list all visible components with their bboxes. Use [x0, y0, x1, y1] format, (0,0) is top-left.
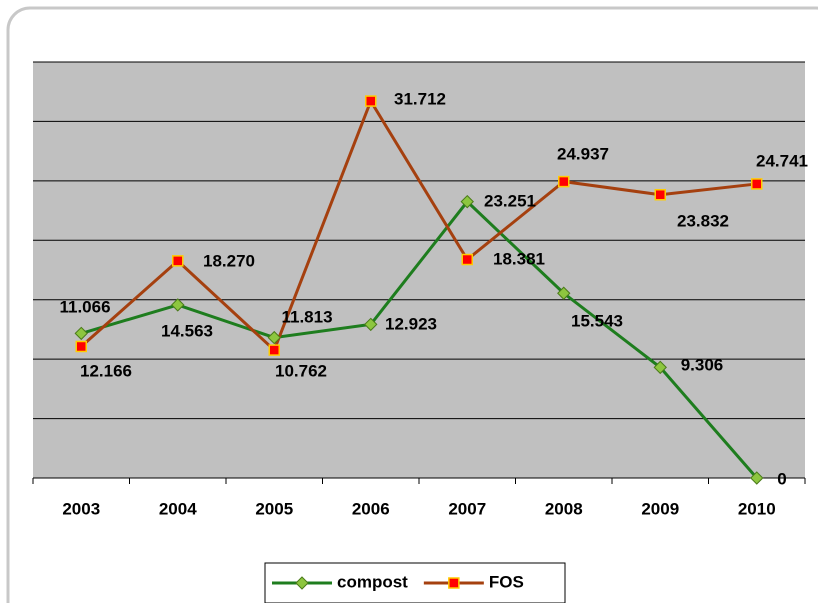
- data-label: 15.543: [571, 311, 623, 330]
- marker: [558, 175, 570, 188]
- marker: [364, 317, 378, 332]
- data-label: 24.937: [557, 144, 609, 163]
- x-tick-label: 2004: [159, 499, 197, 518]
- marker: [268, 344, 280, 356]
- data-label: 23.251: [484, 191, 536, 210]
- data-label: 9.306: [681, 355, 724, 374]
- x-tick-label: 2006: [352, 499, 390, 518]
- legend-item: FOS: [423, 572, 524, 591]
- data-label: 23.832: [677, 211, 729, 230]
- marker: [461, 253, 473, 266]
- marker: [557, 286, 571, 300]
- marker: [74, 326, 88, 341]
- data-label: 11.813: [281, 307, 332, 326]
- data-label: 18.381: [493, 249, 545, 268]
- x-tick-label: 2008: [545, 499, 583, 518]
- series-line: [80, 97, 757, 353]
- legend-label: FOS: [489, 572, 524, 591]
- marker: [75, 340, 87, 353]
- marker: [172, 255, 184, 267]
- legend-label: compost: [337, 572, 408, 591]
- marker: [171, 298, 185, 312]
- marker: [653, 360, 667, 375]
- x-tick-label: 2010: [738, 499, 776, 518]
- x-tick-label: 2007: [448, 499, 486, 518]
- data-label: 0: [777, 469, 786, 488]
- marker: [267, 330, 281, 345]
- marker: [750, 471, 764, 485]
- data-label: 12.923: [385, 314, 437, 333]
- plot-area: [33, 62, 805, 478]
- data-label: 24.741: [756, 151, 808, 170]
- data-label: 18.270: [203, 251, 255, 270]
- data-label: 11.066: [59, 297, 110, 316]
- data-label: 12.166: [80, 361, 132, 380]
- x-tick-label: 2009: [641, 499, 679, 518]
- data-label: 10.762: [275, 361, 327, 380]
- marker: [654, 188, 666, 201]
- data-label: 14.563: [161, 321, 213, 340]
- x-tick-label: 2005: [255, 499, 293, 518]
- series-line: [80, 199, 758, 479]
- marker: [751, 178, 763, 190]
- x-tick-label: 2003: [62, 499, 100, 518]
- marker: [448, 577, 460, 589]
- data-label: 31.712: [394, 89, 446, 108]
- marker: [365, 95, 377, 107]
- marker: [460, 194, 474, 209]
- legend-item: compost: [272, 572, 408, 591]
- marker: [295, 576, 309, 590]
